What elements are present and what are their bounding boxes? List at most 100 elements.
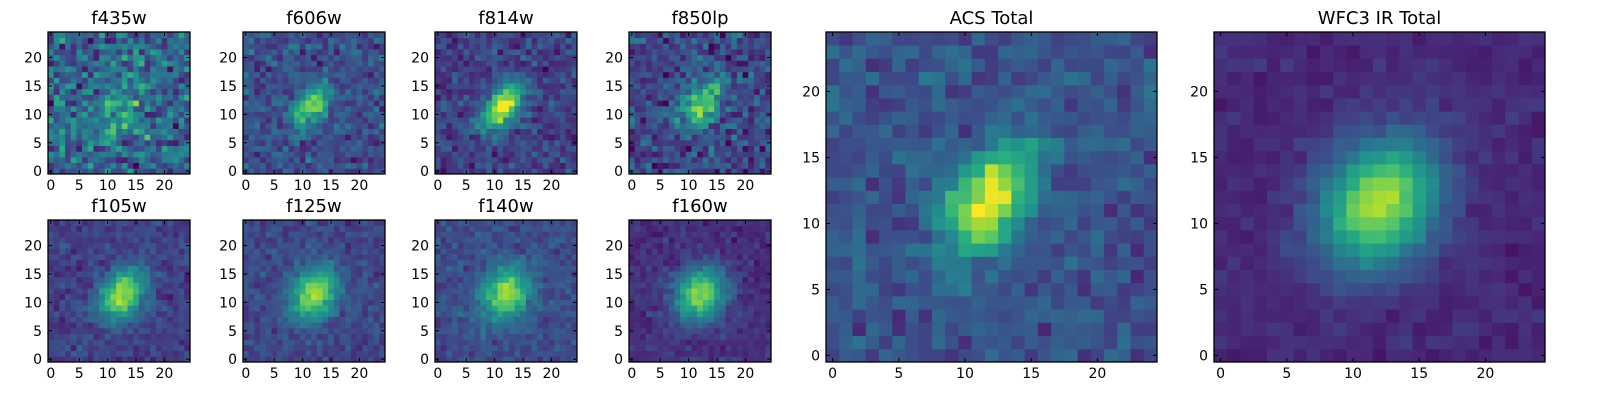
heatmap-cell bbox=[356, 43, 363, 50]
heatmap-cell bbox=[316, 248, 323, 255]
heatmap-cell bbox=[161, 231, 168, 238]
heatmap-cell bbox=[265, 333, 272, 340]
heatmap-cell bbox=[634, 350, 641, 357]
heatmap-cell bbox=[373, 128, 380, 135]
heatmap-cell bbox=[674, 293, 681, 300]
heatmap-cell bbox=[748, 156, 755, 164]
heatmap-cell bbox=[469, 60, 476, 67]
heatmap-cell bbox=[440, 66, 447, 73]
heatmap-cell bbox=[435, 265, 442, 272]
heatmap-cell bbox=[525, 248, 532, 255]
heatmap-cell bbox=[469, 231, 476, 238]
heatmap-cell bbox=[305, 339, 312, 346]
heatmap-cell bbox=[172, 220, 180, 227]
heatmap-cell bbox=[350, 248, 357, 255]
heatmap-cell bbox=[520, 254, 527, 261]
heatmap-cell bbox=[373, 322, 380, 329]
heatmap-cell bbox=[554, 339, 561, 346]
heatmap-cell bbox=[345, 37, 352, 44]
heatmap-cell bbox=[362, 54, 369, 61]
heatmap-cell bbox=[277, 168, 284, 175]
heatmap-cell bbox=[311, 231, 318, 238]
heatmap-cell bbox=[554, 259, 561, 266]
heatmap-cell bbox=[277, 60, 284, 67]
heatmap-cell bbox=[559, 66, 567, 73]
heatmap-cell bbox=[322, 316, 329, 323]
heatmap-cell bbox=[646, 293, 653, 300]
heatmap-cell bbox=[350, 134, 357, 141]
heatmap-cell bbox=[65, 237, 72, 244]
heatmap-cell bbox=[350, 271, 357, 278]
heatmap-cell bbox=[469, 94, 476, 101]
heatmap-cell bbox=[82, 282, 89, 289]
heatmap-cell bbox=[178, 237, 185, 244]
heatmap-cell bbox=[350, 237, 357, 244]
heatmap-cell bbox=[172, 71, 180, 78]
heatmap-cell bbox=[70, 333, 77, 340]
heatmap-cell bbox=[138, 100, 145, 107]
heatmap-cell bbox=[172, 310, 180, 317]
heatmap-cell bbox=[121, 288, 128, 295]
heatmap-cell bbox=[59, 327, 66, 334]
heatmap-cell bbox=[294, 54, 301, 61]
heatmap-cell bbox=[525, 100, 532, 107]
heatmap-cell bbox=[714, 288, 721, 295]
heatmap-cell bbox=[497, 117, 504, 124]
heatmap-cell bbox=[70, 220, 77, 227]
heatmap-cell bbox=[110, 43, 117, 50]
heatmap-cell bbox=[328, 339, 335, 346]
heatmap-cell bbox=[651, 276, 658, 283]
heatmap-cell bbox=[748, 128, 755, 135]
heatmap-cell bbox=[127, 310, 134, 317]
heatmap-cell bbox=[651, 350, 658, 357]
heatmap-cell bbox=[243, 117, 250, 124]
heatmap-cell bbox=[333, 145, 340, 152]
heatmap-cell bbox=[542, 128, 549, 135]
heatmap-cell bbox=[104, 77, 111, 84]
heatmap-cell bbox=[503, 32, 510, 39]
heatmap-cell bbox=[260, 265, 267, 272]
heatmap-cell bbox=[514, 134, 521, 141]
heatmap-cell bbox=[265, 293, 272, 300]
heatmap-cell bbox=[138, 316, 145, 323]
heatmap-cell bbox=[542, 242, 549, 249]
heatmap-cell bbox=[110, 100, 117, 107]
heatmap-cell bbox=[316, 168, 323, 175]
heatmap-cell bbox=[299, 242, 306, 249]
heatmap-cell bbox=[254, 276, 261, 283]
heatmap-cell bbox=[742, 83, 749, 90]
heatmap-cell bbox=[542, 344, 549, 352]
x-tick-label: 15 bbox=[514, 178, 532, 194]
heatmap-cell bbox=[116, 111, 123, 118]
heatmap-cell bbox=[345, 231, 352, 238]
heatmap-cell bbox=[345, 282, 352, 289]
heatmap-cell bbox=[178, 344, 185, 352]
heatmap-cell bbox=[742, 94, 749, 101]
heatmap-cell bbox=[480, 111, 487, 118]
axes-frame bbox=[434, 219, 578, 363]
heatmap-cell bbox=[155, 220, 162, 227]
heatmap-cell bbox=[697, 60, 704, 67]
heatmap-cell bbox=[243, 322, 250, 329]
heatmap-cell bbox=[736, 105, 743, 112]
heatmap-cell bbox=[765, 60, 772, 67]
heatmap-cell bbox=[133, 271, 140, 278]
heatmap-cell bbox=[542, 356, 549, 363]
heatmap-cell bbox=[172, 43, 180, 50]
heatmap-cell bbox=[452, 237, 459, 244]
heatmap-cell bbox=[362, 83, 369, 90]
heatmap-cell bbox=[362, 344, 369, 352]
heatmap-cell bbox=[144, 111, 151, 118]
heatmap-cell bbox=[150, 339, 157, 346]
heatmap-cell bbox=[486, 350, 493, 357]
heatmap-cell bbox=[657, 77, 664, 84]
heatmap-cell bbox=[759, 316, 766, 323]
heatmap-cell bbox=[685, 128, 692, 135]
heatmap-cell bbox=[271, 37, 278, 44]
heatmap-cell bbox=[379, 37, 386, 44]
heatmap-cell bbox=[271, 105, 278, 112]
heatmap-cell bbox=[277, 88, 284, 95]
heatmap-cell bbox=[497, 77, 504, 84]
heatmap-cell bbox=[277, 156, 284, 164]
heatmap-cell bbox=[480, 220, 487, 227]
